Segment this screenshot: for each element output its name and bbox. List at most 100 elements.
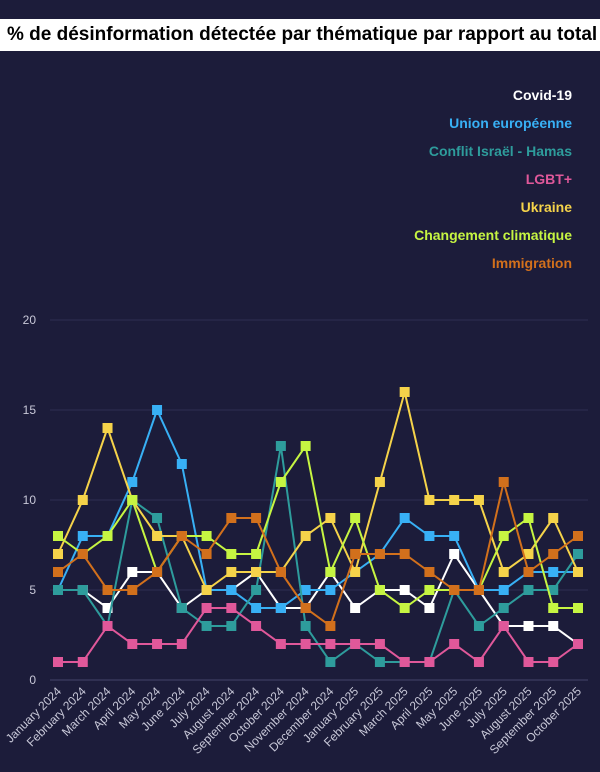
data-point[interactable] — [226, 585, 237, 595]
data-point[interactable] — [300, 531, 311, 541]
data-point[interactable] — [152, 513, 163, 523]
data-point[interactable] — [127, 639, 138, 649]
legend-item[interactable]: Conflit Israël - Hamas — [428, 143, 572, 159]
legend-item[interactable]: LGBT+ — [525, 171, 572, 187]
data-point[interactable] — [77, 495, 88, 505]
data-point[interactable] — [350, 513, 361, 523]
data-point[interactable] — [53, 657, 63, 667]
data-point[interactable] — [152, 405, 163, 415]
data-point[interactable] — [399, 603, 410, 613]
data-point[interactable] — [498, 621, 509, 631]
data-point[interactable] — [201, 531, 212, 541]
data-point[interactable] — [498, 603, 509, 613]
data-point[interactable] — [424, 603, 435, 613]
data-point[interactable] — [226, 621, 237, 631]
data-point[interactable] — [300, 441, 311, 451]
data-point[interactable] — [573, 603, 583, 613]
data-point[interactable] — [251, 549, 262, 559]
data-point[interactable] — [523, 549, 534, 559]
data-point[interactable] — [251, 603, 262, 613]
data-point[interactable] — [548, 567, 559, 577]
data-point[interactable] — [399, 387, 410, 397]
data-point[interactable] — [53, 549, 63, 559]
data-point[interactable] — [424, 585, 435, 595]
data-point[interactable] — [152, 639, 163, 649]
data-point[interactable] — [176, 639, 187, 649]
data-point[interactable] — [275, 567, 286, 577]
data-point[interactable] — [473, 585, 484, 595]
data-point[interactable] — [523, 513, 534, 523]
data-point[interactable] — [424, 567, 435, 577]
data-point[interactable] — [374, 657, 385, 667]
data-point[interactable] — [399, 549, 410, 559]
legend-item[interactable]: Immigration — [491, 255, 572, 271]
legend-item[interactable]: Changement climatique — [414, 227, 572, 243]
data-point[interactable] — [573, 639, 583, 649]
data-point[interactable] — [53, 531, 63, 541]
data-point[interactable] — [325, 567, 336, 577]
data-point[interactable] — [374, 639, 385, 649]
data-point[interactable] — [573, 567, 583, 577]
data-point[interactable] — [300, 621, 311, 631]
data-point[interactable] — [548, 621, 559, 631]
data-point[interactable] — [473, 621, 484, 631]
data-point[interactable] — [523, 585, 534, 595]
data-point[interactable] — [102, 603, 113, 613]
data-point[interactable] — [176, 459, 187, 469]
data-point[interactable] — [102, 585, 113, 595]
data-point[interactable] — [350, 567, 361, 577]
data-point[interactable] — [548, 513, 559, 523]
data-point[interactable] — [523, 657, 534, 667]
data-point[interactable] — [350, 549, 361, 559]
legend-item[interactable]: Covid-19 — [512, 87, 572, 103]
legend-item[interactable]: Union européenne — [449, 115, 572, 131]
data-point[interactable] — [152, 531, 163, 541]
data-point[interactable] — [300, 603, 311, 613]
data-point[interactable] — [176, 531, 187, 541]
data-point[interactable] — [251, 513, 262, 523]
data-point[interactable] — [374, 549, 385, 559]
data-point[interactable] — [226, 549, 237, 559]
data-point[interactable] — [201, 549, 212, 559]
data-point[interactable] — [424, 495, 435, 505]
data-point[interactable] — [399, 585, 410, 595]
data-point[interactable] — [201, 585, 212, 595]
data-point[interactable] — [226, 567, 237, 577]
data-point[interactable] — [523, 567, 534, 577]
data-point[interactable] — [573, 531, 583, 541]
data-point[interactable] — [548, 585, 559, 595]
data-point[interactable] — [374, 585, 385, 595]
data-point[interactable] — [573, 549, 583, 559]
data-point[interactable] — [251, 585, 262, 595]
data-point[interactable] — [77, 585, 88, 595]
data-point[interactable] — [201, 621, 212, 631]
data-point[interactable] — [473, 657, 484, 667]
data-point[interactable] — [53, 585, 63, 595]
data-point[interactable] — [127, 567, 138, 577]
data-point[interactable] — [127, 585, 138, 595]
data-point[interactable] — [498, 531, 509, 541]
data-point[interactable] — [102, 621, 113, 631]
data-point[interactable] — [275, 477, 286, 487]
data-point[interactable] — [127, 495, 138, 505]
data-point[interactable] — [325, 513, 336, 523]
data-point[interactable] — [498, 477, 509, 487]
data-point[interactable] — [300, 639, 311, 649]
data-point[interactable] — [350, 603, 361, 613]
data-point[interactable] — [449, 585, 460, 595]
data-point[interactable] — [548, 603, 559, 613]
data-point[interactable] — [176, 603, 187, 613]
data-point[interactable] — [350, 639, 361, 649]
data-point[interactable] — [548, 657, 559, 667]
data-point[interactable] — [399, 657, 410, 667]
data-point[interactable] — [325, 657, 336, 667]
data-point[interactable] — [201, 603, 212, 613]
data-point[interactable] — [53, 567, 63, 577]
data-point[interactable] — [325, 585, 336, 595]
data-point[interactable] — [102, 423, 113, 433]
data-point[interactable] — [275, 441, 286, 451]
data-point[interactable] — [102, 531, 113, 541]
data-point[interactable] — [77, 531, 88, 541]
data-point[interactable] — [473, 495, 484, 505]
data-point[interactable] — [399, 513, 410, 523]
